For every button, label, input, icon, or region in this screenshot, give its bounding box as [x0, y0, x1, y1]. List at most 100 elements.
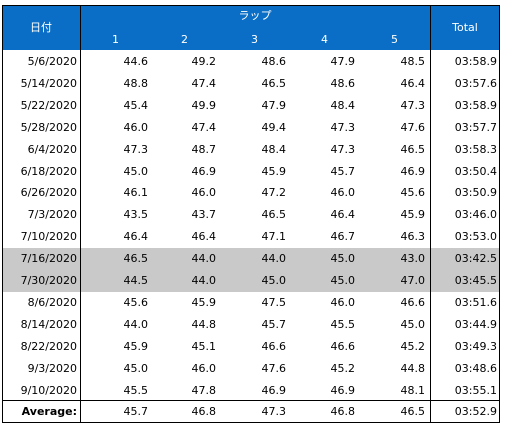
date-cell: 7/10/2020 [20, 230, 77, 244]
lap-cell: 45.0 [330, 274, 356, 287]
lap-cell: 43.7 [191, 208, 217, 222]
lap-cell: 44.0 [191, 274, 217, 287]
lap-cell: 46.5 [400, 405, 426, 418]
lap-cell: 46.6 [261, 339, 287, 353]
lap-cell: 49.2 [191, 55, 217, 68]
lap-cell: 47.5 [261, 295, 287, 309]
lap-cell: 46.5 [261, 208, 287, 222]
lap-cell: 46.5 [261, 76, 287, 90]
lap-cell: 45.9 [191, 295, 217, 309]
lap-cell: 49.4 [261, 120, 287, 134]
date-cell: 7/16/2020 [20, 252, 77, 266]
lap-cell: 47.1 [261, 230, 287, 244]
lap-cell: 47.3 [400, 98, 426, 112]
lap-cell: 45.2 [400, 339, 426, 353]
lap-number-header: 3 [251, 33, 258, 46]
highlight-band [2, 248, 500, 292]
lap-cell: 47.6 [261, 361, 287, 375]
lap-cell: 45.0 [400, 317, 426, 331]
date-cell: 9/3/2020 [27, 361, 77, 375]
total-cell: 03:57.6 [454, 76, 497, 90]
lap-cell: 47.2 [261, 186, 287, 200]
lap-cell: 47.6 [400, 120, 426, 134]
date-cell: 7/30/2020 [20, 274, 77, 287]
lap-cell: 46.0 [191, 186, 217, 200]
lap-cell: 47.8 [191, 383, 217, 397]
lap-cell: 44.0 [191, 252, 217, 266]
lap-cell: 47.3 [330, 120, 356, 134]
lap-cell: 44.8 [191, 317, 217, 331]
date-cell: 8/14/2020 [20, 317, 77, 331]
date-cell: 7/3/2020 [27, 208, 77, 222]
lap-cell: 46.6 [330, 339, 356, 353]
lap-cell: 46.4 [123, 230, 149, 244]
total-cell: 03:49.3 [454, 339, 497, 353]
date-cell: Average: [21, 405, 77, 418]
lap-cell: 46.4 [330, 208, 356, 222]
header-band [2, 5, 500, 50]
lap-cell: 45.9 [123, 339, 149, 353]
date-cell: 6/4/2020 [27, 142, 77, 156]
total-cell: 03:46.0 [454, 208, 497, 222]
lap-cell: 45.7 [261, 317, 287, 331]
total-cell: 03:57.7 [454, 120, 497, 134]
lap-cell: 45.0 [261, 274, 287, 287]
total-cell: 03:50.9 [454, 186, 497, 200]
total-cell: 03:48.6 [454, 361, 497, 375]
total-cell: 03:58.3 [454, 142, 497, 156]
lap-cell: 46.0 [191, 361, 217, 375]
lap-cell: 45.5 [330, 317, 356, 331]
lap-cell: 46.9 [191, 164, 217, 178]
lap-cell: 46.9 [400, 164, 426, 178]
date-cell: 6/26/2020 [20, 186, 77, 200]
total-cell: 03:45.5 [454, 274, 497, 287]
date-cell: 5/28/2020 [20, 120, 77, 134]
lap-cell: 45.5 [123, 383, 149, 397]
total-cell: 03:53.0 [454, 230, 497, 244]
lap-cell: 47.3 [261, 405, 287, 418]
lap-cell: 47.0 [400, 274, 426, 287]
lap-cell: 43.5 [123, 208, 149, 222]
lap-cell: 45.6 [400, 186, 426, 200]
lap-cell: 43.0 [400, 252, 426, 266]
lap-cell: 45.1 [191, 339, 217, 353]
total-cell: 03:42.5 [454, 252, 497, 266]
total-cell: 03:58.9 [454, 55, 497, 68]
lap-cell: 49.9 [191, 98, 217, 112]
lap-cell: 47.3 [123, 142, 149, 156]
lap-cell: 46.0 [123, 120, 149, 134]
lap-cell: 45.6 [123, 295, 149, 309]
lap-cell: 48.1 [400, 383, 426, 397]
lap-cell: 48.6 [261, 55, 287, 68]
lap-cell: 44.0 [261, 252, 287, 266]
lap-cell: 48.8 [123, 76, 149, 90]
average-divider [2, 400, 500, 401]
lap-cell: 48.4 [330, 98, 356, 112]
lap-cell: 45.0 [123, 361, 149, 375]
lap-cell: 46.4 [400, 76, 426, 90]
lap-cell: 45.4 [123, 98, 149, 112]
date-cell: 6/18/2020 [20, 164, 77, 178]
date-cell: 5/22/2020 [20, 98, 77, 112]
date-cell: 5/6/2020 [27, 55, 77, 68]
table-frame [2, 5, 500, 423]
total-cell: 03:55.1 [454, 383, 497, 397]
date-cell: 5/14/2020 [20, 76, 77, 90]
lap-cell: 48.5 [400, 55, 426, 68]
lap-cell: 47.3 [330, 142, 356, 156]
date-header: 日付 [30, 21, 52, 34]
total-header: Total [452, 21, 478, 34]
lap-cell: 44.0 [123, 317, 149, 331]
date-cell: 8/22/2020 [20, 339, 77, 353]
lap-cell: 47.9 [261, 98, 287, 112]
lap-cell: 46.3 [400, 230, 426, 244]
lap-cell: 45.9 [261, 164, 287, 178]
total-cell: 03:51.6 [454, 295, 497, 309]
date-cell: 8/6/2020 [27, 295, 77, 309]
lap-cell: 45.0 [123, 164, 149, 178]
lap-cell: 46.0 [330, 295, 356, 309]
total-cell: 03:50.4 [454, 164, 497, 178]
lap-cell: 45.7 [330, 164, 356, 178]
lap-number-header: 5 [391, 33, 398, 46]
lap-cell: 44.5 [123, 274, 149, 287]
